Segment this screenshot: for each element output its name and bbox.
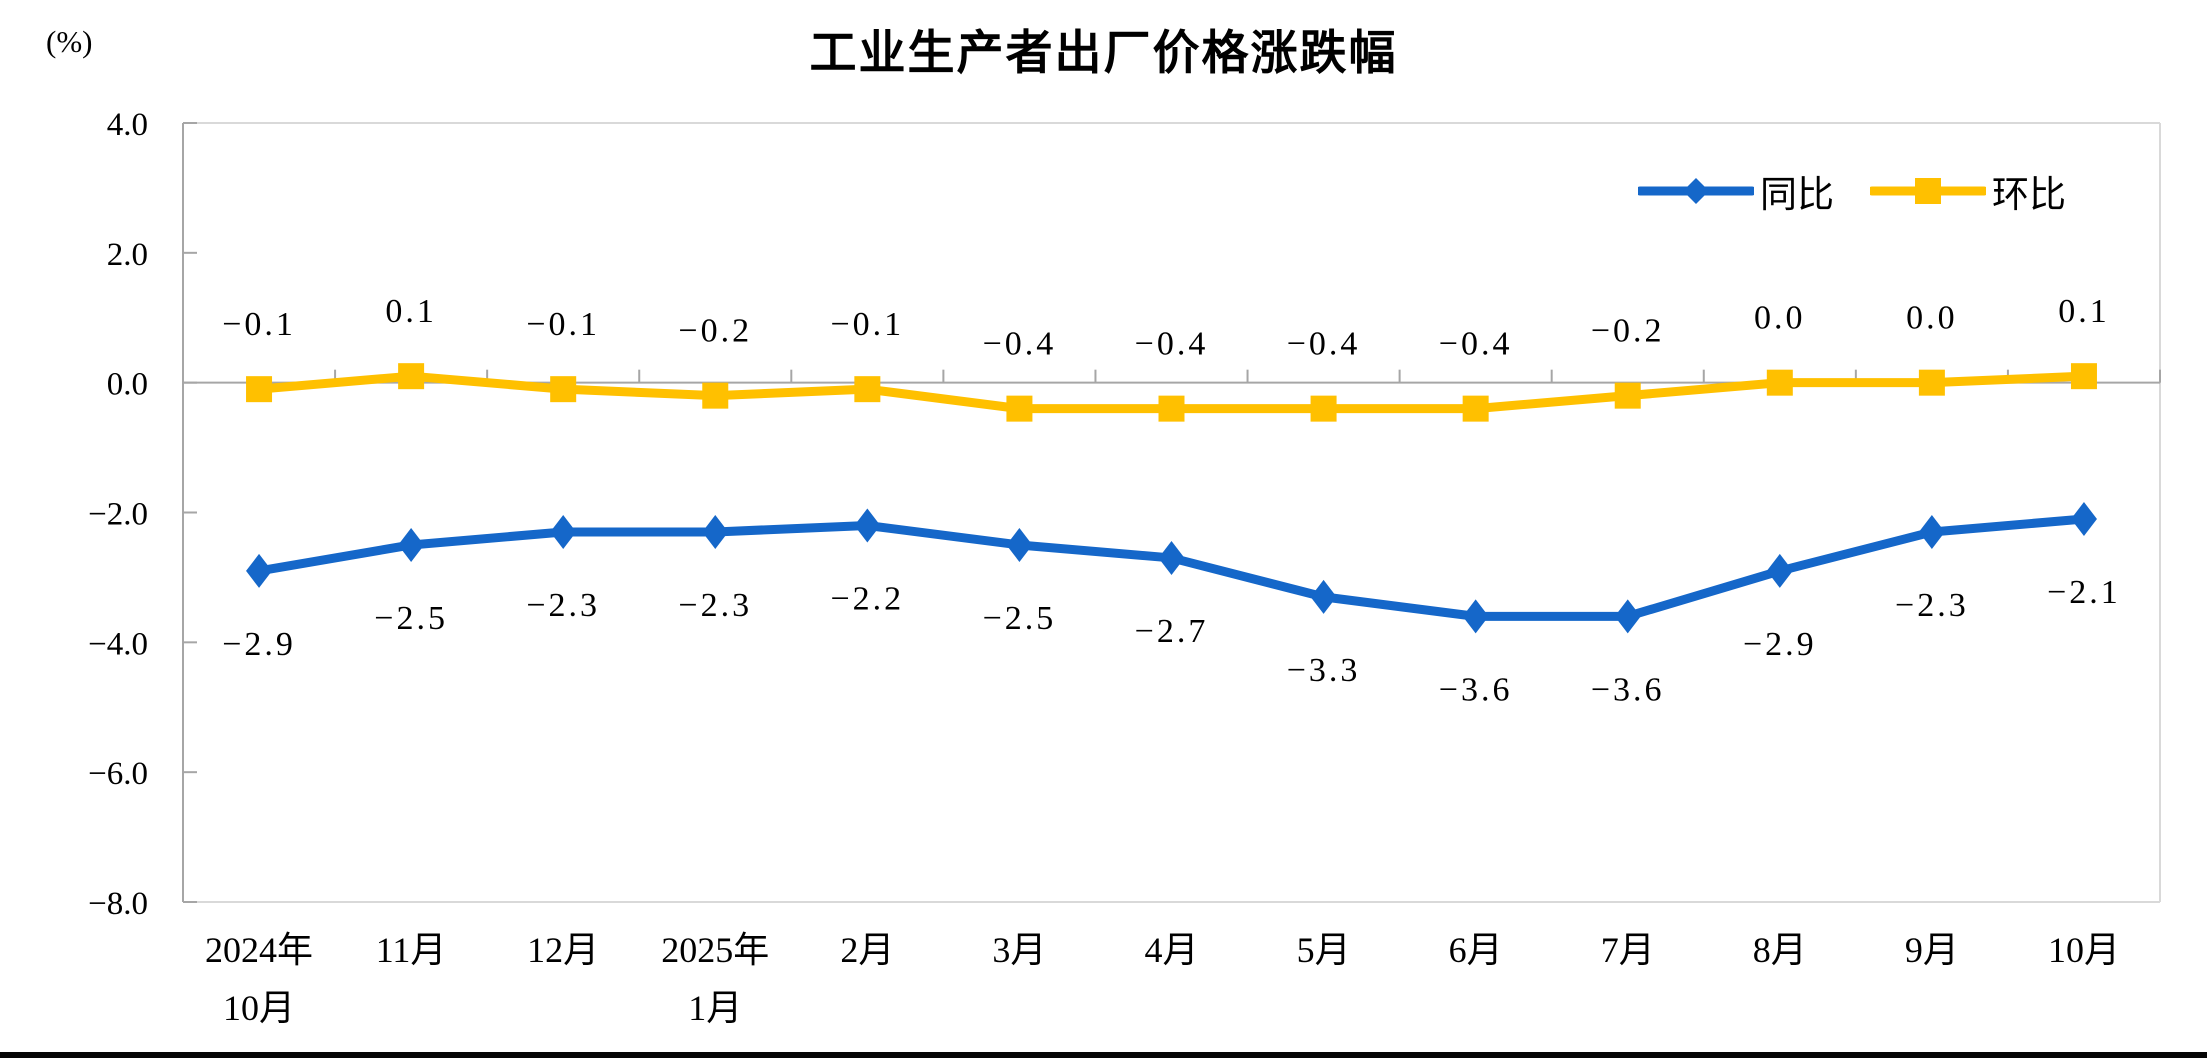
svg-text:−0.2: −0.2 [1591,313,1665,350]
svg-text:−2.0: −2.0 [88,497,148,533]
svg-text:10月: 10月 [223,988,295,1028]
bottom-edge-bar [0,1052,2207,1058]
svg-text:−2.3: −2.3 [678,587,752,624]
svg-text:−2.3: −2.3 [1895,587,1969,624]
svg-text:2025年: 2025年 [661,930,769,970]
svg-text:−2.5: −2.5 [983,600,1057,637]
svg-text:−3.3: −3.3 [1287,652,1361,689]
svg-text:−0.1: −0.1 [831,306,905,343]
svg-text:0.1: 0.1 [2058,293,2110,330]
svg-text:−0.4: −0.4 [1287,326,1361,363]
svg-text:−4.0: −4.0 [88,626,148,662]
svg-text:−0.4: −0.4 [1135,326,1209,363]
legend-item-yoy: 同比 [1638,164,1834,218]
svg-text:0.0: 0.0 [1906,300,1958,337]
svg-text:3月: 3月 [992,930,1046,970]
svg-text:1月: 1月 [688,988,742,1028]
svg-text:−6.0: −6.0 [88,756,148,792]
svg-text:−0.4: −0.4 [1439,326,1513,363]
svg-text:5月: 5月 [1297,930,1351,970]
legend-item-mom: 环比 [1870,164,2066,218]
svg-text:8月: 8月 [1753,930,1807,970]
svg-text:−0.1: −0.1 [222,306,296,343]
legend-label-yoy: 同比 [1760,174,1834,215]
svg-text:4.0: 4.0 [107,107,148,143]
svg-text:7月: 7月 [1601,930,1655,970]
y-axis-unit-label: (%) [46,24,93,59]
svg-text:−2.2: −2.2 [831,580,905,617]
svg-text:0.0: 0.0 [107,367,148,403]
svg-text:−0.4: −0.4 [983,326,1057,363]
chart-title: 工业生产者出厂价格涨跌幅 [809,26,1398,79]
svg-text:−0.1: −0.1 [526,306,600,343]
svg-text:10月: 10月 [2048,930,2120,970]
svg-text:−2.9: −2.9 [222,626,296,663]
svg-text:12月: 12月 [527,930,599,970]
svg-text:0.1: 0.1 [385,293,437,330]
svg-text:−2.3: −2.3 [526,587,600,624]
svg-text:11月: 11月 [376,930,447,970]
svg-text:−0.2: −0.2 [678,313,752,350]
svg-text:2.0: 2.0 [107,237,148,273]
svg-text:−3.6: −3.6 [1591,671,1665,708]
svg-text:−3.6: −3.6 [1439,671,1513,708]
svg-text:2月: 2月 [840,930,894,970]
svg-text:−2.7: −2.7 [1135,613,1209,650]
svg-text:2024年: 2024年 [205,930,313,970]
svg-text:−2.5: −2.5 [374,600,448,637]
yoy-line-marker-icon [1638,178,1754,204]
legend: 同比 环比 [1638,164,2066,218]
svg-text:0.0: 0.0 [1754,300,1806,337]
svg-text:6月: 6月 [1449,930,1503,970]
svg-text:−2.9: −2.9 [1743,626,1817,663]
svg-text:4月: 4月 [1144,930,1198,970]
svg-text:−2.1: −2.1 [2047,574,2121,611]
svg-text:9月: 9月 [1905,930,1959,970]
svg-text:−8.0: −8.0 [88,886,148,922]
legend-label-mom: 环比 [1992,174,2066,215]
mom-line-marker-icon [1870,178,1986,204]
